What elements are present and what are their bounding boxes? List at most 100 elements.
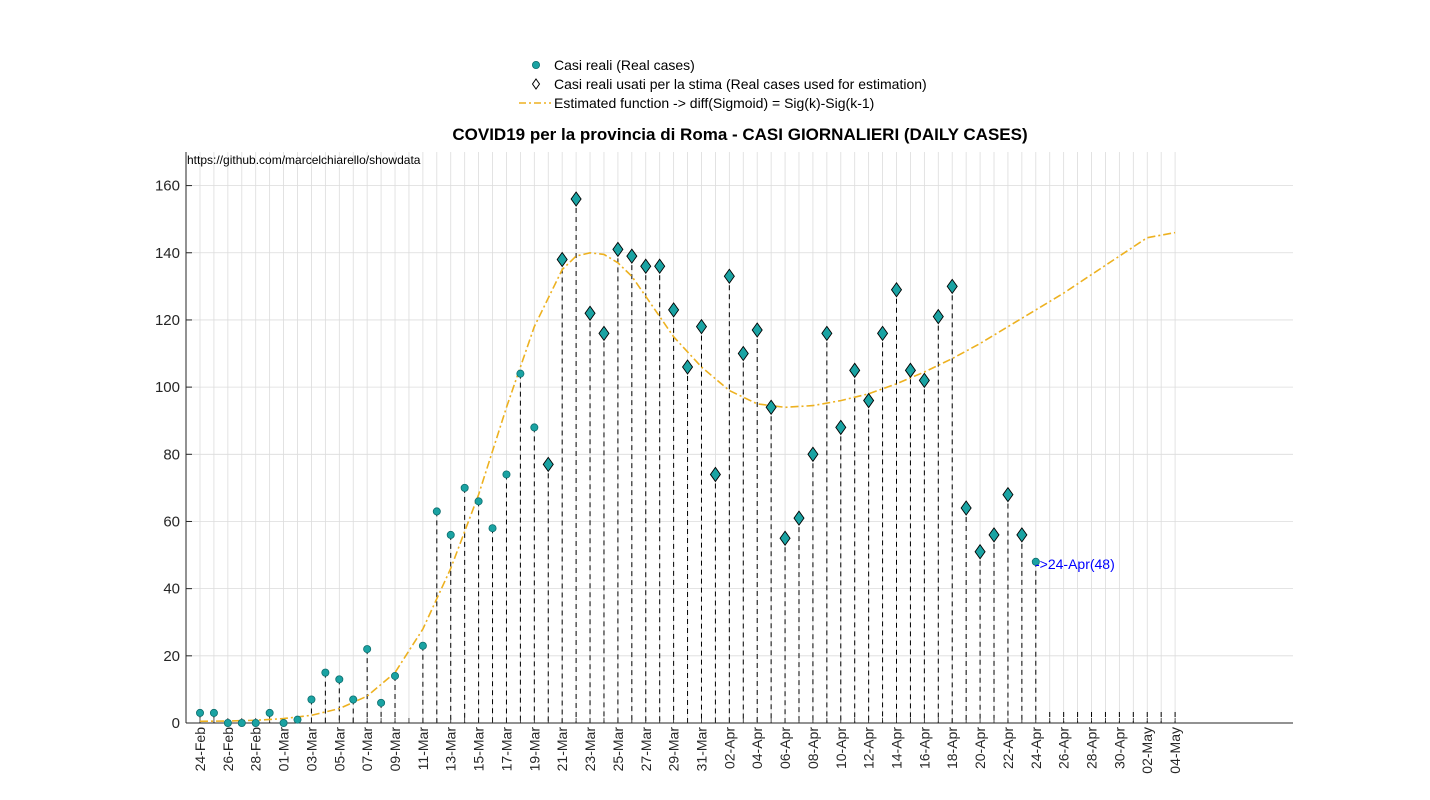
x-tick-label: 06-Apr: [777, 727, 793, 769]
x-tick-label: 23-Mar: [582, 727, 598, 772]
real-case-point: [237, 719, 246, 728]
estimation-point-marker: [807, 446, 819, 463]
x-tick-label: 19-Mar: [526, 727, 542, 772]
estimation-point-marker: [626, 248, 638, 264]
source-url: https://github.com/marcelchiarello/showd…: [187, 153, 421, 167]
estimation-point-marker: [821, 325, 833, 342]
x-tick-label: 16-Apr: [916, 727, 932, 769]
x-tick-label: 26-Feb: [220, 727, 236, 772]
real-case-point: [293, 715, 302, 724]
estimation-point-marker: [723, 268, 735, 285]
estimation-point-marker: [556, 251, 568, 268]
estimation-point-marker: [904, 362, 916, 379]
estimation-point-marker: [640, 258, 652, 274]
real-case-point: [321, 668, 330, 677]
real-case-point: [418, 641, 427, 650]
x-tick-label: 28-Feb: [248, 727, 264, 772]
last-point-annotation: ->24-Apr(48): [1035, 556, 1115, 572]
y-tick-label: 20: [163, 648, 180, 665]
estimation-point-marker: [946, 278, 958, 295]
real-case-point: [279, 719, 288, 728]
x-tick-label: 03-Mar: [303, 727, 319, 772]
x-tick-label: 21-Mar: [554, 727, 570, 772]
estimation-point-marker: [681, 359, 694, 375]
estimation-point-marker: [974, 543, 986, 560]
real-case-point: [251, 719, 260, 728]
real-case-point: [502, 470, 511, 479]
x-tick-label: 11-Mar: [415, 727, 431, 771]
estimation-point-marker: [584, 305, 596, 321]
real-case-point: [209, 708, 218, 717]
estimation-point-marker: [598, 325, 610, 342]
y-tick-label: 40: [163, 581, 180, 598]
x-tick-label: 01-Mar: [276, 727, 292, 772]
x-tick-label: 24-Feb: [192, 727, 208, 772]
x-tick-label: 30-Apr: [1111, 727, 1127, 769]
x-tick-label: 18-Apr: [944, 727, 960, 769]
real-case-point: [223, 719, 232, 728]
legend-real-cases-marker: [532, 61, 541, 70]
real-case-point: [432, 507, 441, 516]
x-tick-label: 27-Mar: [638, 727, 654, 772]
estimation-point-marker: [960, 500, 972, 516]
real-case-point: [516, 369, 525, 378]
estimation-point-marker: [835, 419, 847, 436]
x-tick-label: 29-Mar: [666, 727, 682, 772]
x-tick-label: 07-Mar: [359, 727, 375, 772]
estimation-point-marker: [849, 362, 861, 379]
estimation-point-marker: [863, 392, 875, 409]
real-case-point: [377, 698, 386, 707]
x-tick-label: 20-Apr: [972, 727, 988, 769]
estimation-point-marker: [793, 510, 805, 526]
estimation-point-marker: [709, 466, 721, 483]
x-tick-label: 13-Mar: [443, 727, 459, 772]
real-case-point: [488, 524, 497, 533]
real-case-point: [446, 530, 455, 539]
x-tick-label: 28-Apr: [1084, 727, 1100, 769]
real-case-point: [349, 695, 358, 704]
x-tick-label: 26-Apr: [1056, 727, 1072, 769]
stem-layer: [199, 199, 1176, 723]
estimation-point-marker: [1016, 527, 1028, 543]
estimation-point-marker: [542, 456, 554, 473]
real-case-point: [363, 645, 372, 654]
estimation-point-marker: [695, 318, 708, 335]
real-case-point: [265, 708, 274, 717]
estimation-point-marker: [668, 302, 680, 318]
legend-estimated-function-label: Estimated function -> diff(Sigmoid) = Si…: [554, 95, 874, 111]
marker-layer: [195, 191, 1040, 728]
x-tick-label: 25-Mar: [610, 727, 626, 772]
x-tick-label: 08-Apr: [805, 727, 821, 769]
x-tick-label: 05-Mar: [331, 727, 347, 772]
y-tick-label: 140: [155, 245, 180, 262]
x-tick-label: 10-Apr: [833, 727, 849, 769]
y-tick-label: 80: [163, 446, 180, 463]
chart-title: COVID19 per la provincia di Roma - CASI …: [452, 125, 1027, 144]
estimation-point-marker: [612, 241, 624, 258]
x-tick-label: 17-Mar: [498, 727, 514, 772]
x-tick-label: 12-Apr: [861, 727, 877, 769]
estimation-point-marker: [570, 191, 582, 207]
x-tick-label: 04-May: [1167, 727, 1183, 774]
real-case-point: [530, 423, 539, 432]
estimation-point-marker: [877, 325, 889, 342]
y-tick-label: 0: [172, 715, 180, 732]
y-tick-label: 100: [155, 379, 180, 396]
estimation-point-marker: [779, 530, 791, 547]
real-case-point: [307, 695, 316, 704]
real-case-point: [195, 708, 204, 717]
real-case-point: [1031, 557, 1040, 566]
real-case-point: [391, 671, 400, 680]
x-tick-label: 22-Apr: [1000, 727, 1016, 769]
estimation-point-marker: [1002, 486, 1014, 503]
estimation-point-marker: [918, 372, 930, 389]
real-case-point: [460, 483, 469, 492]
real-case-point: [335, 675, 344, 684]
y-tick-label: 160: [155, 178, 180, 195]
y-tick-labels: 0 20 40 60 80 100 120 140 160: [155, 178, 180, 732]
x-tick-labels: 24-Feb 26-Feb 28-Feb 01-Mar 03-Mar 05-Mar 07-M…: [192, 727, 1183, 774]
x-tick-label: 24-Apr: [1028, 727, 1044, 769]
x-tick-label: 02-May: [1139, 727, 1155, 774]
legend-real-cases-label: Casi reali (Real cases): [554, 57, 695, 73]
